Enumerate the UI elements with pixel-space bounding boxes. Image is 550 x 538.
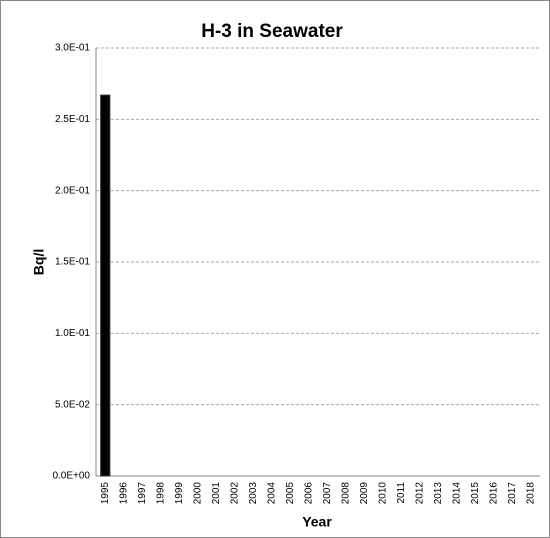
chart-title: H-3 in Seawater: [201, 21, 343, 42]
x-tick-label: 2008: [340, 482, 351, 505]
bar: [100, 94, 111, 477]
x-tick-label: 2013: [433, 482, 444, 505]
x-tick-label: 2011: [396, 482, 407, 504]
x-tick-label: 2012: [414, 482, 425, 505]
x-tick-label: 1995: [100, 482, 111, 505]
x-tick-label: 2010: [377, 482, 388, 505]
x-tick-label: 2003: [248, 482, 259, 505]
x-tick-label: 1997: [137, 482, 148, 505]
x-tick-label: 2018: [525, 482, 536, 505]
x-axis-title: Year: [302, 514, 332, 530]
y-tick-label: 1.0E-01: [55, 328, 90, 339]
y-tick-label: 5.0E-02: [55, 399, 90, 410]
y-tick-label: 0.0E+00: [52, 471, 90, 482]
y-tick-label: 1.5E-01: [55, 257, 90, 268]
x-tick-label: 2007: [322, 482, 333, 505]
x-tick-label: 1998: [155, 482, 166, 505]
x-tick-label: 2017: [507, 482, 518, 505]
y-tick-label: 2.0E-01: [55, 185, 90, 196]
x-tick-label: 2016: [488, 482, 499, 505]
x-tick-label: 2005: [285, 482, 296, 505]
x-tick-label: 2000: [192, 482, 203, 505]
x-tick-label: 1996: [118, 482, 129, 505]
x-tick-label: 2015: [470, 482, 481, 505]
x-tick-label: 2002: [229, 482, 240, 505]
x-tick-label: 2006: [303, 482, 314, 505]
y-tick-label: 3.0E-01: [55, 43, 90, 54]
x-tick-label: 2014: [451, 482, 462, 505]
y-tick-label: 2.5E-01: [55, 114, 90, 125]
x-tick-label: 2004: [266, 482, 277, 505]
x-tick-label: 2001: [211, 482, 222, 505]
x-tick-label: 2009: [359, 482, 370, 505]
y-axis-title: Bq/l: [31, 249, 47, 275]
x-tick-label: 1999: [174, 482, 185, 505]
